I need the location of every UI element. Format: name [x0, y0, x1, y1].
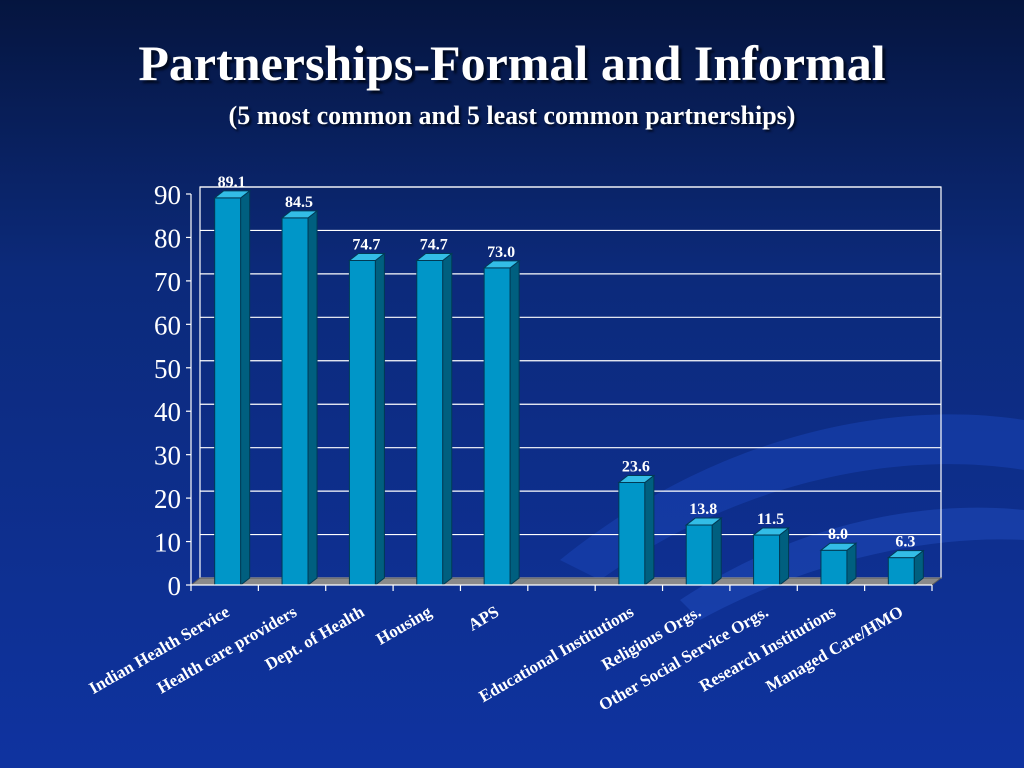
- bar-top: [347, 252, 386, 261]
- bar-side: [711, 517, 722, 587]
- bar-top: [280, 210, 319, 219]
- data-label: 11.5: [757, 511, 784, 528]
- bar: [618, 481, 646, 586]
- data-label: 8.0: [828, 526, 848, 543]
- y-tick-label: 40: [154, 397, 181, 427]
- bar-top: [752, 527, 791, 536]
- bar-side: [779, 527, 790, 587]
- y-tick-label: 10: [154, 528, 181, 558]
- data-label: 23.6: [622, 458, 650, 475]
- bar-top: [482, 260, 521, 269]
- bar-side: [374, 252, 385, 587]
- data-label: 13.8: [689, 501, 717, 518]
- bar-side: [240, 189, 251, 587]
- y-axis: 0 10 20 30 40 50 60 70 80 90: [154, 180, 192, 601]
- y-tick-label: 60: [154, 310, 181, 340]
- data-label: 89.1: [218, 174, 246, 191]
- bar-top: [213, 190, 252, 199]
- bar: [753, 534, 781, 586]
- x-tick-label: APS: [465, 602, 502, 635]
- bar-top: [684, 517, 723, 526]
- bar: [483, 267, 511, 586]
- data-label: 74.7: [420, 236, 448, 253]
- data-labels: 89.1 84.5 74.7 74.7 73.0 23.6 13.8 11.5 8.0 6.3: [218, 174, 916, 551]
- y-tick-label: 20: [154, 484, 181, 514]
- x-tick-label: Housing: [373, 602, 435, 649]
- bar: [348, 259, 376, 586]
- bar-top: [886, 550, 925, 559]
- bar-side: [644, 474, 655, 587]
- data-label: 84.5: [285, 194, 313, 211]
- bars: [213, 189, 925, 587]
- bar-side: [442, 252, 453, 587]
- data-label: 74.7: [352, 236, 380, 253]
- slide-subtitle: (5 most common and 5 least common partne…: [228, 101, 796, 130]
- y-tick-label: 90: [154, 180, 181, 210]
- bar: [685, 524, 713, 586]
- bar-top: [415, 252, 454, 261]
- y-tick-label: 30: [154, 441, 181, 471]
- y-tick-label: 0: [168, 571, 182, 601]
- y-tick-label: 70: [154, 267, 181, 297]
- bar-side: [307, 209, 318, 587]
- bar: [416, 259, 444, 586]
- bar: [281, 217, 309, 586]
- bar-top: [819, 542, 858, 551]
- bar: [820, 549, 848, 586]
- y-tick-label: 50: [154, 354, 181, 384]
- bar-top: [617, 474, 656, 483]
- slide-title: Partnerships-Formal and Informal: [138, 35, 886, 91]
- bar: [887, 557, 915, 586]
- bar-side: [509, 259, 520, 587]
- bar: [214, 197, 242, 586]
- data-label: 6.3: [895, 534, 915, 551]
- data-label: 73.0: [487, 244, 515, 261]
- y-tick-label: 80: [154, 223, 181, 253]
- gridlines: [199, 186, 942, 579]
